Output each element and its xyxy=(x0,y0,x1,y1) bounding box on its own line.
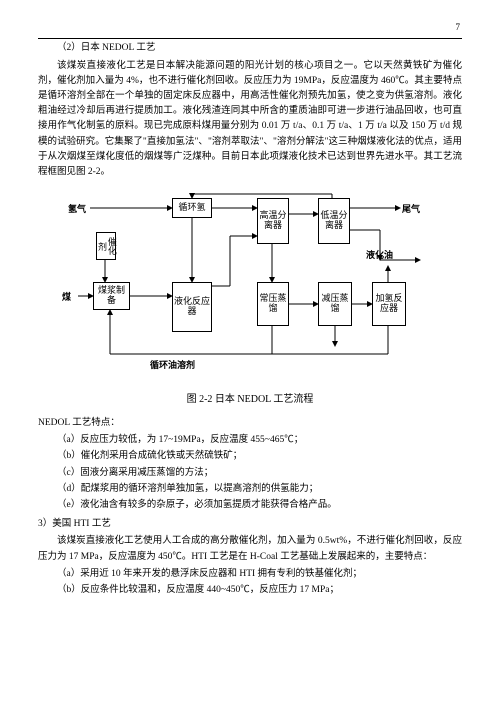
label-hydrogen: 氢气 xyxy=(68,202,86,216)
page-number: 7 xyxy=(38,20,462,34)
section-heading-hti: 3）美国 HTI 工艺 xyxy=(38,517,462,532)
box-slurry-prep: 煤浆制备 xyxy=(93,282,130,310)
box-liquefaction-reactor: 液化反应器 xyxy=(172,282,212,332)
box-hydro-reactor: 加氢反应器 xyxy=(372,282,406,326)
bullet-d: （d）配煤浆用的循环溶剂单独加氢，以提高溶剂的供氢能力； xyxy=(38,482,462,497)
figure-2-2: 氢气 尾气 液化油 煤 循环油溶剂 催化剂 循环氢 高温分离器 低温分离器 煤浆… xyxy=(60,186,440,386)
hti-bullet-b: （b）反应条件比较温和，反应温度 440~450℃，反应压力 17 MPa； xyxy=(38,583,462,598)
nedol-features-head: NEDOL 工艺特点： xyxy=(38,416,462,431)
figure-caption: 图 2-2 日本 NEDOL 工艺流程 xyxy=(38,392,462,408)
box-catalyst: 催化剂 xyxy=(96,232,116,260)
bullet-e: （e）液化油含有较多的杂原子，必须加氢提质才能获得合格产品。 xyxy=(38,498,462,513)
paragraph-hti-desc: 该煤炭直接液化工艺使用人工合成的高分散催化剂，加入量为 0.5wt%，不进行催化… xyxy=(38,534,462,564)
label-tailgas: 尾气 xyxy=(402,202,420,216)
paragraph-nedol-desc: 该煤炭直接液化工艺是日本解决能源问题的阳光计划的核心项目之一。它以天然黄铁矿为催… xyxy=(38,59,462,181)
box-high-temp-sep: 高温分离器 xyxy=(257,198,289,244)
box-atm-distillation: 常压蒸馏 xyxy=(257,282,289,326)
header-rule xyxy=(38,38,462,39)
label-liquefied-oil: 液化油 xyxy=(366,248,393,262)
label-recycle-solvent: 循环油溶剂 xyxy=(150,358,195,372)
bullet-c: （c）固液分离采用减压蒸馏的方法； xyxy=(38,466,462,481)
hti-bullet-a: （a）采用近 10 年来开发的悬浮床反应器和 HTI 拥有专利的铁基催化剂； xyxy=(38,567,462,582)
box-vac-distillation: 减压蒸馏 xyxy=(318,282,352,326)
label-coal: 煤 xyxy=(62,290,71,304)
bullet-b: （b）催化剂采用合成硫化铁或天然硫铁矿； xyxy=(38,449,462,464)
box-low-temp-sep: 低温分离器 xyxy=(318,198,350,244)
section-heading-nedol: （2）日本 NEDOL 工艺 xyxy=(38,41,462,56)
box-recycle-hydrogen: 循环氢 xyxy=(172,198,212,218)
bullet-a: （a）反应压力较低，为 17~19MPa，反应温度 455~465℃； xyxy=(38,433,462,448)
